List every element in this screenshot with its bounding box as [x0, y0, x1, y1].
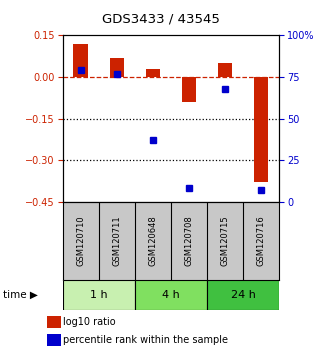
Bar: [74, 44, 88, 77]
Bar: [63, 280, 135, 310]
Bar: [47, 316, 61, 328]
Bar: [146, 69, 160, 77]
Text: GSM120708: GSM120708: [185, 215, 194, 266]
Text: percentile rank within the sample: percentile rank within the sample: [63, 335, 228, 345]
Bar: [218, 63, 232, 77]
Text: time ▶: time ▶: [3, 290, 38, 300]
Text: 1 h: 1 h: [90, 290, 108, 300]
Bar: [109, 58, 124, 77]
Text: 4 h: 4 h: [162, 290, 180, 300]
Text: GSM120648: GSM120648: [148, 215, 157, 266]
Text: GDS3433 / 43545: GDS3433 / 43545: [101, 12, 220, 25]
Bar: [207, 280, 279, 310]
Text: GSM120710: GSM120710: [76, 215, 85, 266]
Bar: [135, 280, 207, 310]
Text: log10 ratio: log10 ratio: [63, 317, 116, 327]
Bar: [254, 77, 268, 182]
Text: GSM120716: GSM120716: [257, 215, 266, 266]
Bar: [47, 334, 61, 346]
Bar: [182, 77, 196, 102]
Text: GSM120715: GSM120715: [221, 215, 230, 266]
Text: 24 h: 24 h: [231, 290, 256, 300]
Text: GSM120711: GSM120711: [112, 215, 121, 266]
